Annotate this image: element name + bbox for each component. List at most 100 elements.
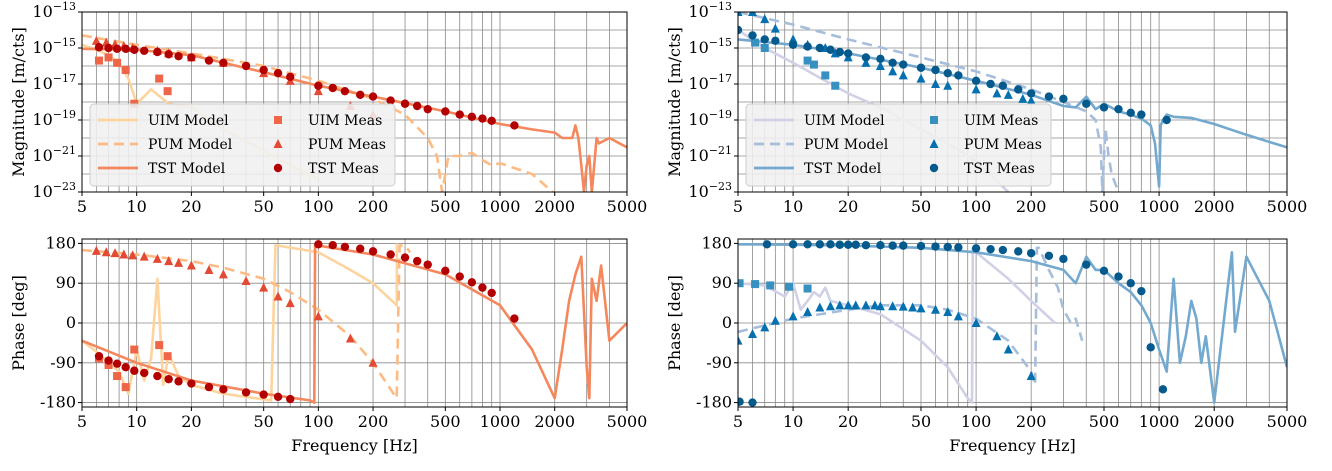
data-point [110,248,120,258]
data-point [803,284,812,293]
data-point [455,272,464,281]
data-point [1014,247,1023,256]
data-point [155,341,164,350]
series-uim-meas [751,38,840,90]
y-tick-label: 10−19 [32,108,76,129]
data-point [1018,93,1028,103]
series-tst-meas [94,43,519,130]
data-point [340,86,350,96]
data-point [1099,266,1109,276]
data-point [104,356,113,365]
data-point [875,301,885,311]
data-point [1126,108,1135,118]
data-point [943,80,953,90]
data-point [930,79,940,88]
data-point [412,101,422,111]
data-point [1003,344,1013,354]
y-axis-label: Magnitude [m/cts] [9,27,28,177]
data-point [788,240,798,249]
data-point [1003,89,1013,99]
legend-item: UIM Model [754,113,885,129]
data-point [766,281,775,290]
data-point [259,390,268,399]
y-tick-label: 0 [722,313,732,332]
data-point [916,303,926,313]
legend-label: UIM Meas [964,113,1038,129]
data-point [186,260,196,270]
data-point [1026,89,1036,98]
series-tst-meas [738,25,1171,125]
data-point [1044,92,1054,101]
data-point [478,283,487,292]
x-tick-label: 10 [127,197,147,216]
data-point [943,242,952,252]
data-point [412,256,422,266]
y-axis-label: Phase [deg] [9,275,28,371]
data-point [1158,385,1168,394]
legend-label: TST Meas [308,161,379,177]
data-point [455,110,464,119]
data-point [314,240,323,249]
data-point [187,53,196,62]
data-point [139,251,149,261]
series-line-tst-model [82,244,627,404]
data-point [931,65,940,75]
data-point [803,42,812,51]
legend-swatch [930,116,938,124]
legend-label: PUM Model [148,137,233,153]
data-point [400,253,410,262]
legend-label: PUM Meas [308,137,386,153]
data-point [153,47,162,57]
y-tick-label: 10−13 [32,0,76,21]
data-point [204,264,214,274]
x-tick-label: 50 [911,197,931,216]
data-point [843,240,853,249]
series-uim-meas [738,279,812,293]
x-tick-label: 500 [1089,412,1120,431]
series-tst-meas [94,240,519,404]
data-point [487,288,496,298]
data-point [204,56,214,65]
data-point [770,23,780,33]
data-point [954,243,963,252]
data-point [943,306,953,316]
x-tick-label: 1000 [1139,197,1180,216]
y-tick-label: -180 [696,393,732,412]
data-point [751,38,760,47]
data-point [876,240,885,250]
data-point [285,298,295,308]
data-point [121,65,130,74]
data-point [760,14,770,24]
data-point [815,240,825,249]
data-point [888,66,898,76]
data-point [876,54,885,64]
data-point [241,388,251,397]
legend-item: TST Meas [929,161,1035,177]
data-point [738,279,744,288]
data-point [219,385,228,394]
series-pum-meas [738,300,1036,381]
legend-item: PUM Meas [929,137,1042,153]
data-point [241,61,251,71]
data-point [835,47,845,57]
data-point [986,79,995,89]
series-line-pum-model [738,12,1120,192]
data-point [328,83,337,93]
data-point [899,241,908,250]
y-axis-label: Phase [deg] [665,275,684,371]
x-tick-label: 200 [358,197,389,216]
data-point [187,379,196,388]
y-tick-label: 0 [66,313,76,332]
legend-item: TST Model [754,161,882,177]
series-line-tst-model [82,47,627,192]
data-point [130,345,139,354]
data-point [130,45,139,54]
legend-item: UIM Meas [274,113,382,129]
data-point [738,25,743,35]
data-point [241,276,251,285]
series-group [738,240,1287,407]
x-tick-label: 2000 [1194,412,1235,431]
data-point [164,50,173,59]
legend-swatch [273,139,283,148]
data-point [971,244,981,253]
